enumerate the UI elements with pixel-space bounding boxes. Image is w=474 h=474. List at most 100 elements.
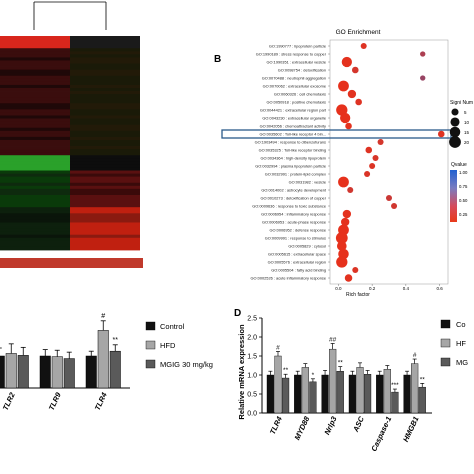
heatmap-cell bbox=[0, 130, 70, 135]
heatmap-color-key bbox=[0, 258, 143, 268]
legend-c: Control HFD MGIG 30 mg/kg bbox=[145, 321, 213, 369]
heatmap-cell bbox=[70, 39, 140, 43]
go-x-tick-label: 0.0 bbox=[335, 286, 342, 291]
d-bar bbox=[294, 374, 302, 414]
c-legend-label: MGIG 30 mg/kg bbox=[160, 360, 213, 369]
go-x-tick-label: 0.6 bbox=[436, 286, 443, 291]
heatmap-cell bbox=[0, 112, 70, 116]
color-legend-tick-label: 0.25 bbox=[459, 212, 468, 217]
go-term-label: GO:0032994 : plasma lipoprotein particle bbox=[255, 164, 326, 169]
c-bar bbox=[109, 350, 121, 389]
go-point bbox=[355, 98, 362, 106]
heatmap-cell bbox=[0, 176, 70, 181]
go-term-label: GO:0060326 : cell chemotaxis bbox=[274, 92, 326, 97]
go-term-label: GO:0009636 : response to toxic substance bbox=[252, 204, 326, 209]
heatmap-cell bbox=[0, 36, 70, 40]
go-term-label: GO:0070488 : neutrophil aggregation bbox=[262, 76, 326, 81]
heatmap-cell bbox=[70, 60, 140, 64]
go-point bbox=[391, 202, 398, 210]
color-legend-tick-label: 0.75 bbox=[459, 184, 468, 189]
c-bar bbox=[97, 330, 109, 389]
d-bar bbox=[274, 355, 282, 414]
size-legend: 5 10 15 20 bbox=[449, 108, 470, 148]
heatmap-cell bbox=[0, 100, 70, 104]
size-legend-title: Signi Num bbox=[450, 100, 473, 106]
heatmap-cell bbox=[70, 182, 140, 187]
d-significance-label: * bbox=[312, 372, 315, 379]
heatmap-cell bbox=[0, 198, 70, 202]
go-point bbox=[385, 194, 393, 202]
d-bar bbox=[348, 374, 356, 414]
heatmap-cell bbox=[70, 54, 140, 58]
d-significance-label: ## bbox=[329, 336, 337, 343]
heatmap-cell bbox=[0, 213, 70, 217]
d-bar bbox=[391, 391, 399, 414]
heatmap-cell bbox=[0, 222, 70, 226]
go-term-label: GO:0044421 : extracellular region part bbox=[260, 108, 327, 113]
heatmap-cell bbox=[0, 45, 70, 49]
heatmap-cell bbox=[0, 158, 70, 162]
heatmap-cell bbox=[70, 152, 140, 156]
heatmap-cell bbox=[70, 170, 140, 174]
go-x-tick-label: 0.2 bbox=[369, 286, 376, 291]
go-point bbox=[338, 80, 349, 92]
heatmap-cell bbox=[70, 158, 140, 162]
d-legend-swatch bbox=[440, 357, 451, 367]
heatmap-cell bbox=[0, 225, 70, 229]
heatmap-cell bbox=[0, 201, 70, 205]
go-dot-plot: GO:1990777 : lipoprotein particle GO:1990… bbox=[221, 42, 452, 291]
c-category-label: TLR2 bbox=[1, 390, 17, 412]
go-term-label: GO:0043230 : extracellular organelle bbox=[262, 116, 326, 121]
heatmap-cell bbox=[0, 63, 70, 67]
go-term-label: GO:1903494 : response to dibenzofurans bbox=[255, 140, 326, 145]
heatmap-cell bbox=[0, 139, 70, 144]
go-term-label: GO:0035325 : Toll-like receptor binding bbox=[259, 148, 326, 153]
heatmap-cell bbox=[70, 198, 140, 202]
heatmap-cell bbox=[70, 216, 140, 220]
size-legend-label: 10 bbox=[464, 120, 470, 125]
c-legend-label: HFD bbox=[160, 341, 176, 350]
heatmap-cell bbox=[0, 121, 70, 126]
go-point bbox=[364, 170, 371, 178]
c-significance-label: # bbox=[101, 313, 105, 320]
go-term-label: GO:0050918 : positive chemotaxis bbox=[267, 100, 327, 105]
heatmap-cell bbox=[70, 36, 140, 40]
heatmap-cell bbox=[70, 155, 140, 159]
color-legend-tick-label: 1.00 bbox=[459, 170, 468, 175]
c-bar bbox=[51, 356, 63, 389]
heatmap-cell bbox=[0, 161, 70, 165]
d-significance-label: ** bbox=[338, 360, 344, 367]
c-category-label: TLR9 bbox=[47, 390, 63, 412]
heatmap-cell bbox=[0, 51, 70, 55]
d-category-label: TLR4 bbox=[268, 414, 284, 436]
d-significance-label: ** bbox=[283, 367, 289, 374]
go-x-axis-label: Rich factor bbox=[346, 292, 370, 298]
heatmap-cell bbox=[0, 170, 70, 174]
c-legend-swatch bbox=[145, 340, 156, 350]
d-category-label: ASC bbox=[351, 415, 367, 435]
go-point bbox=[341, 217, 350, 227]
go-term-label: GO:0070062 : extracellular exosome bbox=[263, 84, 326, 89]
go-term-label: GO:0034364 : high-density lipoprotein bbox=[260, 156, 326, 161]
c-bar bbox=[39, 355, 51, 389]
heatmap-cell bbox=[70, 146, 140, 150]
heatmap-cell bbox=[70, 185, 140, 190]
c-legend-swatch bbox=[145, 359, 156, 369]
d-bar bbox=[403, 374, 411, 414]
heatmap-cell bbox=[0, 240, 70, 245]
heatmap-cell bbox=[70, 136, 140, 141]
go-point bbox=[369, 162, 376, 170]
c-bar bbox=[0, 355, 5, 389]
heatmap-panel bbox=[0, 1, 143, 268]
go-point bbox=[347, 89, 357, 99]
heatmap-cell bbox=[70, 78, 140, 83]
d-bar bbox=[376, 374, 384, 414]
heatmap-cell bbox=[70, 228, 140, 233]
go-point bbox=[377, 138, 384, 146]
color-legend-title: Qvalue bbox=[451, 162, 467, 168]
go-term-label: GO:0042056 : chemoattractant activity bbox=[260, 124, 326, 129]
c-bar bbox=[17, 355, 29, 389]
heatmap-cell bbox=[70, 225, 140, 229]
heatmap-cell bbox=[0, 78, 70, 83]
heatmap-cell bbox=[0, 136, 70, 141]
